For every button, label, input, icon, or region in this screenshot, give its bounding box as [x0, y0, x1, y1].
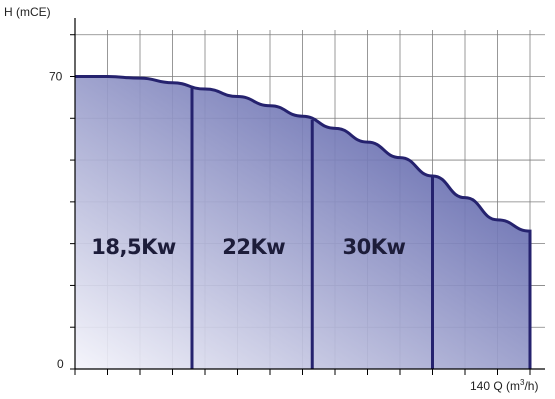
power-dividers	[190, 86, 434, 369]
curve-area	[75, 75, 532, 369]
y-tick-label-0: 0	[57, 357, 64, 371]
performance-curve-line	[75, 75, 532, 369]
curve-fill	[75, 76, 530, 369]
axis-ticks	[70, 34, 531, 375]
region-label: 22Kw	[222, 235, 285, 259]
y-tick-label-70: 70	[49, 70, 63, 84]
x-axis-unit-rest: /h)	[524, 379, 538, 393]
superscript: 3	[520, 378, 525, 387]
region-label: 30Kw	[343, 235, 406, 259]
x-axis-label: 140 Q (m3/h)	[470, 378, 538, 393]
region-labels: 18,5Kw 22Kw 30Kw	[91, 235, 406, 259]
region-label: 18,5Kw	[91, 235, 176, 259]
y-axis-label: H (mCE)	[4, 5, 51, 19]
